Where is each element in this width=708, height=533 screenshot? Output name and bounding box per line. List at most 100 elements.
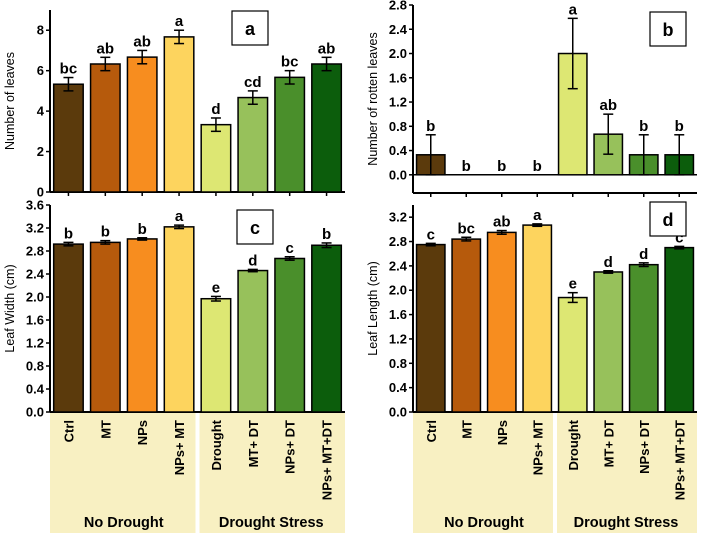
panel-label-box <box>231 10 269 46</box>
panel-label: b <box>663 20 674 40</box>
significance-letter: a <box>533 207 542 224</box>
significance-letter: b <box>639 118 648 135</box>
panel-b: 0.0 0.4 0.8 1.2 1.6 2.0 2.4 2.8 Number of rotten… <box>366 0 697 197</box>
bar-d-3 <box>522 224 553 413</box>
group-bg-drought <box>557 413 697 533</box>
significance-letter: e <box>212 279 220 296</box>
y-tick-label: 0.8 <box>26 359 44 374</box>
significance-letter: ab <box>318 40 336 57</box>
panel-label-box <box>649 201 687 237</box>
bar-d-1 <box>451 238 482 413</box>
category-label: MT <box>98 420 113 439</box>
significance-letter: a <box>175 208 184 225</box>
bar-d-0 <box>415 243 446 413</box>
bar-d-5 <box>593 271 624 413</box>
panel-label-box <box>236 209 274 245</box>
y-tick-label: 2.4 <box>26 267 45 282</box>
significance-letter: b <box>322 226 331 243</box>
group-bg-drought <box>199 413 345 533</box>
bar-d-2 <box>486 231 517 413</box>
y-tick-label: 4 <box>37 104 45 119</box>
bar-c-1 <box>89 241 121 413</box>
bar-d-4 <box>557 296 588 413</box>
category-label: Drought <box>209 419 224 470</box>
significance-letter: ab <box>97 40 115 57</box>
bar-a-7 <box>311 63 343 193</box>
category-label: MT+ DT <box>601 420 616 467</box>
category-label: NPs+ DT <box>283 420 298 474</box>
bar-d-7 <box>664 246 695 413</box>
category-area: Ctrl MT NPs NPs+ MT Drought MT+ DT NPs+ DT NPs+… <box>50 413 345 533</box>
significance-letter: c <box>427 226 435 243</box>
significance-letter: bc <box>60 61 78 78</box>
significance-letter: b <box>675 118 684 135</box>
group-label: No Drought <box>84 515 164 531</box>
panel-label: d <box>663 210 674 230</box>
y-tick-label: 1.6 <box>389 70 407 85</box>
panel-label: c <box>250 218 260 238</box>
significance-letter: bc <box>281 54 299 71</box>
category-label: MT+ DT <box>246 420 261 467</box>
y-tick-label: 8 <box>37 23 44 38</box>
y-tick-label: 3.2 <box>26 221 44 236</box>
y-tick-label: 2.4 <box>389 22 408 37</box>
significance-letter: a <box>569 1 578 18</box>
significance-letter: d <box>604 254 613 271</box>
significance-letter: d <box>211 101 220 118</box>
bar-a-5 <box>237 96 269 193</box>
y-tick-label: 1.2 <box>26 336 44 351</box>
significance-letter: b <box>426 118 435 135</box>
category-label: NPs+ MT <box>172 420 187 475</box>
y-tick-label: 2.0 <box>389 283 407 298</box>
significance-letter: b <box>497 158 506 175</box>
group-bg-no-drought <box>50 413 196 533</box>
significance-letter: ab <box>599 97 617 114</box>
significance-letter: c <box>286 240 294 257</box>
significance-letter: bc <box>457 220 475 237</box>
category-label: NPs+ MT+DT <box>672 420 687 500</box>
y-tick-label: 2.8 <box>389 234 407 249</box>
group-label: No Drought <box>444 515 524 531</box>
bar-c-6 <box>274 257 306 413</box>
y-tick-label: 1.6 <box>26 313 44 328</box>
category-label: NPs+ MT+DT <box>320 420 335 500</box>
significance-letter: c <box>675 229 683 246</box>
y-tick-label: 2.8 <box>389 0 407 13</box>
y-tick-label: 2.4 <box>389 258 408 273</box>
y-tick-label: 0.8 <box>389 119 407 134</box>
y-tick-label: 0.0 <box>389 167 407 182</box>
significance-letter: ab <box>133 33 151 50</box>
y-tick-label: 1.2 <box>389 95 407 110</box>
category-label: NPs+ DT <box>637 420 652 474</box>
category-area: Ctrl MT NPs NPs+ MT Drought MT+ DT NPs+ DT NPs+… <box>413 413 697 533</box>
y-tick-label: 0.4 <box>389 380 408 395</box>
panel-a: 0 2 4 6 8 Number of leaves bc ab ab a d cd bc ab a <box>3 10 345 200</box>
significance-letter: b <box>462 158 471 175</box>
bar-c-3 <box>163 226 195 413</box>
y-tick-label: 0.8 <box>389 356 407 371</box>
y-tick-label: 0.4 <box>26 382 45 397</box>
category-label: NPs+ MT <box>530 420 545 475</box>
category-label: NPs <box>495 420 510 445</box>
y-tick-label: 2.0 <box>389 46 407 61</box>
y-tick-label: 2 <box>37 144 44 159</box>
y-tick-label: 0.4 <box>389 143 408 158</box>
significance-letter: d <box>248 252 257 269</box>
y-axis-label: Leaf Width (cm) <box>3 264 17 352</box>
group-label: Drought Stress <box>219 515 324 531</box>
y-tick-label: 1.2 <box>389 331 407 346</box>
significance-letter: b <box>138 221 147 238</box>
category-label: Drought <box>566 419 581 470</box>
y-tick-label: 1.6 <box>389 307 407 322</box>
y-tick-label: 0.0 <box>389 405 407 420</box>
bar-a-6 <box>274 76 306 193</box>
category-label: MT <box>459 420 474 439</box>
bar-a-0 <box>52 83 84 193</box>
significance-letter: d <box>639 246 648 263</box>
significance-letter: b <box>533 158 542 175</box>
panel-label-box <box>649 11 687 47</box>
bar-a-1 <box>89 63 121 193</box>
bar-d-6 <box>628 263 659 413</box>
y-tick-label: 0 <box>37 185 44 200</box>
